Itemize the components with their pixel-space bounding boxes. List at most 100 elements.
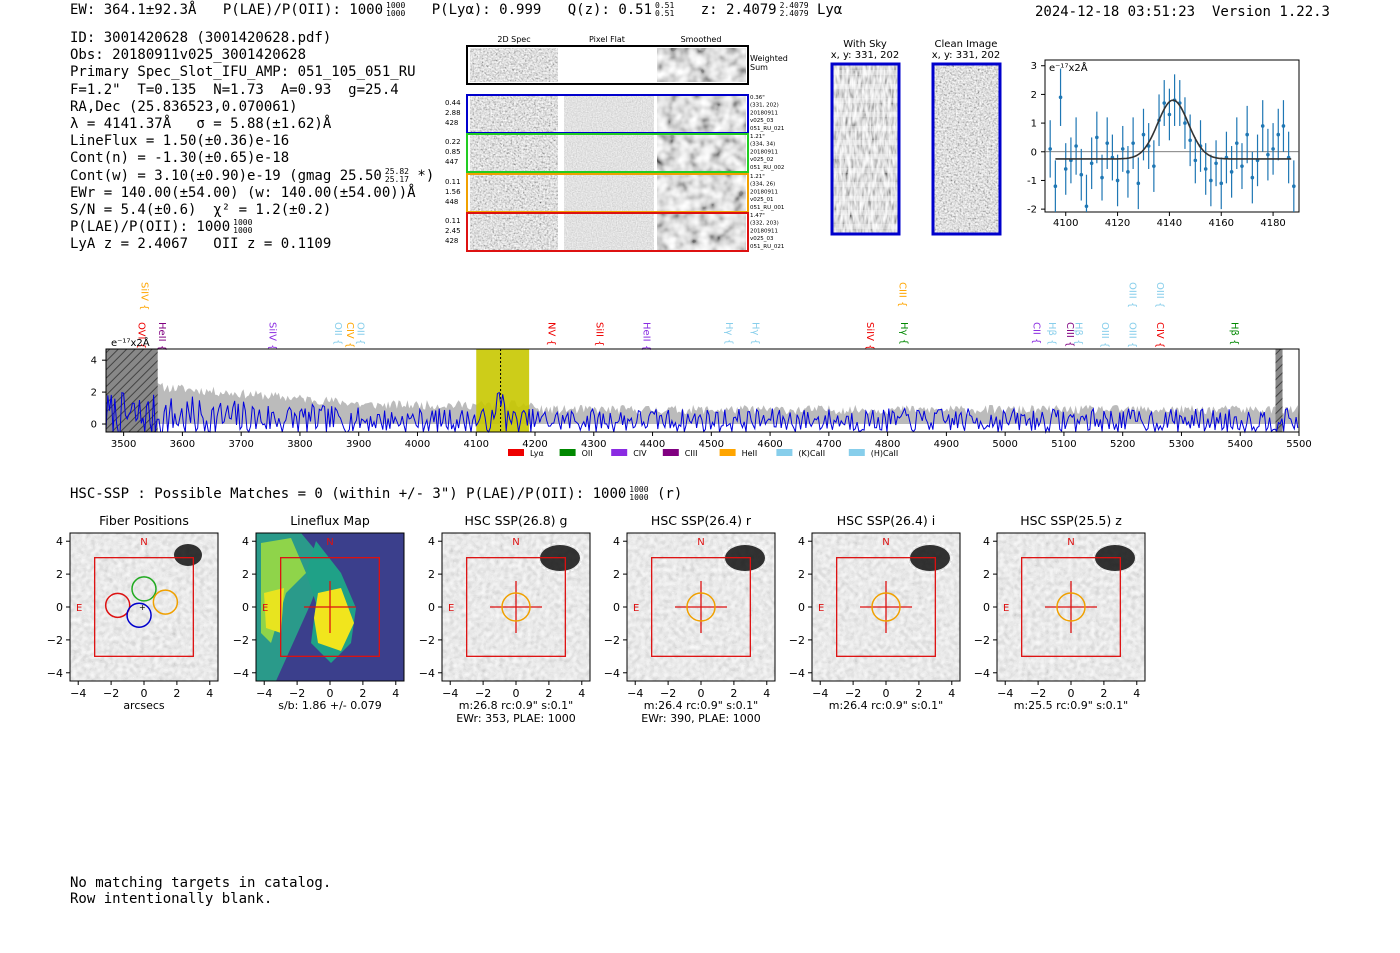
sky-stripe (833, 70, 898, 75)
spectrum-xtick-label: 4300 (581, 439, 606, 450)
hsc-xtick-label: 0 (141, 687, 148, 700)
zoom-data-point (1271, 147, 1275, 151)
hsc-xtick-label: 0 (1068, 687, 1075, 700)
hsc-ytick-label: 0 (798, 601, 805, 614)
header-qz: Q(z): 0.51 0.51 0.51 (567, 1, 675, 19)
zoom-data-point (1152, 164, 1156, 168)
zoom-xtick-label: 4160 (1209, 218, 1234, 229)
cutout-right-label: 1.47" (750, 213, 765, 219)
hsc-ytick-label: −2 (419, 634, 435, 647)
cutout-right-label: 1.21" (750, 174, 765, 180)
hsc-xtick-label: 0 (513, 687, 520, 700)
hsc-panel-caption: m:26.4 rc:0.9" s:0.1" (644, 699, 759, 712)
spectral-cutouts: 2D Spec Pixel Flat Smoothed Weighted Sum… (445, 35, 788, 252)
hsc-xtick-label: 2 (359, 687, 366, 700)
fiber-position (104, 592, 131, 619)
cutout-left-label: 2.88 (445, 109, 461, 117)
hsc-xtick-label: −4 (627, 687, 643, 700)
zoom-data-point (1193, 158, 1198, 163)
cutout-smooth-image (657, 214, 746, 250)
sky-stripe (833, 168, 898, 173)
spectrum-line-label: Hγ { (749, 322, 760, 345)
cutout-right-label: v025_02 (750, 157, 774, 163)
spectrum-line-label: Hβ { (1046, 322, 1057, 345)
zoom-data-point (1292, 184, 1296, 188)
compass-north: N (512, 537, 519, 548)
legend-label: Lyα (530, 449, 544, 458)
hsc-ytick-label: −4 (604, 667, 620, 680)
legend-swatch (719, 449, 736, 456)
hsc-ytick-label: 0 (428, 601, 435, 614)
hsc-panel: HSC SSP(26.8) g N E 4 2 0 −2 −4 −4 −2 0 2 4 m:26.8 rc… (419, 513, 591, 725)
spectrum-line-label: Hβ { (1228, 322, 1239, 345)
region-box (1021, 557, 1121, 657)
header-z-hi: 2.4079 (779, 1, 809, 10)
zoom-ytick-label: 2 (1031, 90, 1037, 101)
cutout-left-label: 428 (445, 237, 458, 245)
hsc-ytick-label: −4 (789, 667, 805, 680)
spectrum-xtick-label: 4500 (699, 439, 724, 450)
spectrum-line-label: OIII { (1127, 322, 1138, 348)
header-plya: P(Lyα): 0.999 (431, 2, 542, 18)
sky-stripe (833, 140, 898, 145)
spectrum-line-label: OIII { (1154, 282, 1165, 308)
region-box (280, 557, 380, 657)
zoom-data-point (1100, 175, 1104, 180)
zoom-unit-label: e⁻¹⁷x2Å (1049, 61, 1088, 74)
hsc-panel-title: HSC SSP(26.8) g (465, 513, 568, 528)
col-label-flat: Pixel Flat (589, 35, 625, 44)
spectrum-xtick-label: 5100 (1051, 439, 1076, 450)
source-aperture (1092, 542, 1138, 574)
cutout-smooth-image (657, 96, 746, 132)
spectrum-xtick-label: 5400 (1228, 439, 1253, 450)
info-primary: Primary Spec_Slot_IFU_AMP: 051_105_051_R… (70, 64, 416, 81)
fiber-position (131, 576, 157, 602)
hsc-ytick-label: 4 (242, 535, 249, 548)
hsc-panel-title: HSC SSP(25.5) z (1020, 513, 1122, 528)
with-sky-coords: x, y: 331, 202 (831, 50, 900, 61)
spectrum-xtick-label: 5000 (992, 439, 1017, 450)
compass-east: E (633, 603, 639, 614)
zoom-gaussian-fit (1055, 99, 1292, 160)
info-id: ID: 3001420628 (3001420628.pdf) (70, 30, 332, 46)
info-lambda: λ = 4141.37Å σ = 5.88(±1.62)Å (70, 116, 332, 133)
spectrum-line-label: CIII { (896, 282, 907, 307)
info-z: LyA z = 2.4067 OII z = 0.1109 (70, 236, 332, 253)
hsc-panel-caption: EWr: 353, PLAE: 1000 (456, 712, 576, 725)
hsc-ytick-label: −4 (47, 667, 63, 680)
cutout-left-label: 0.11 (445, 178, 461, 186)
spectrum-line-label: CIII { (1064, 322, 1075, 347)
spectrum-xtick-label: 3600 (170, 439, 195, 450)
spectrum-ytick-label: 4 (91, 356, 97, 367)
compass-east: E (448, 603, 454, 614)
cutout-right-label: (334, 26) (750, 182, 775, 188)
zoom-data-point (1167, 112, 1172, 117)
cutout-right-label: 20180911 (750, 110, 778, 116)
hsc-xtick-label: −2 (103, 687, 119, 700)
cutout-left-label: 0.44 (445, 99, 461, 107)
spectrum-xtick-label: 4600 (757, 439, 782, 450)
spectrum-line-label: SiIV { (864, 322, 875, 350)
spectrum-line-label: Hγ { (898, 322, 909, 345)
info-sn: S/N = 5.4(±0.6) χ² = 1.2(±0.2) (70, 202, 332, 219)
cutout-flat-image (564, 175, 654, 211)
with-sky-title: With Sky (843, 39, 887, 50)
hsc-xtick-label: 4 (578, 687, 585, 700)
lineflux-peak (264, 588, 284, 633)
spectrum-xtick-label: 4000 (405, 439, 430, 450)
zoom-data-point (1120, 147, 1125, 151)
header-summary: EW: 364.1±92.3Å P(LAE)/P(OII): 1000 1000 1… (70, 1, 860, 19)
sky-images: With Sky x, y: 331, 202 Clean Image x, y… (830, 39, 1002, 236)
cutout-right-label: (332, 203) (750, 221, 779, 227)
spectrum-line-label: Hγ { (723, 322, 734, 345)
cutout-right-label: 051_RU_021 (750, 244, 784, 250)
info-lineflux: LineFlux = 1.50(±0.36)e-16 (70, 133, 290, 150)
header-plae-hi: 1000 (386, 1, 406, 10)
sky-stripe (833, 182, 898, 187)
spectrum-line-label: HeII { (156, 322, 167, 351)
cutout-row-frame (466, 133, 749, 173)
zoom-data-point (1131, 141, 1135, 145)
detection-info: ID: 3001420628 (3001420628.pdf) Obs: 2018… (70, 30, 434, 254)
cutout-smooth-image (657, 175, 746, 211)
clean-image (934, 65, 999, 233)
